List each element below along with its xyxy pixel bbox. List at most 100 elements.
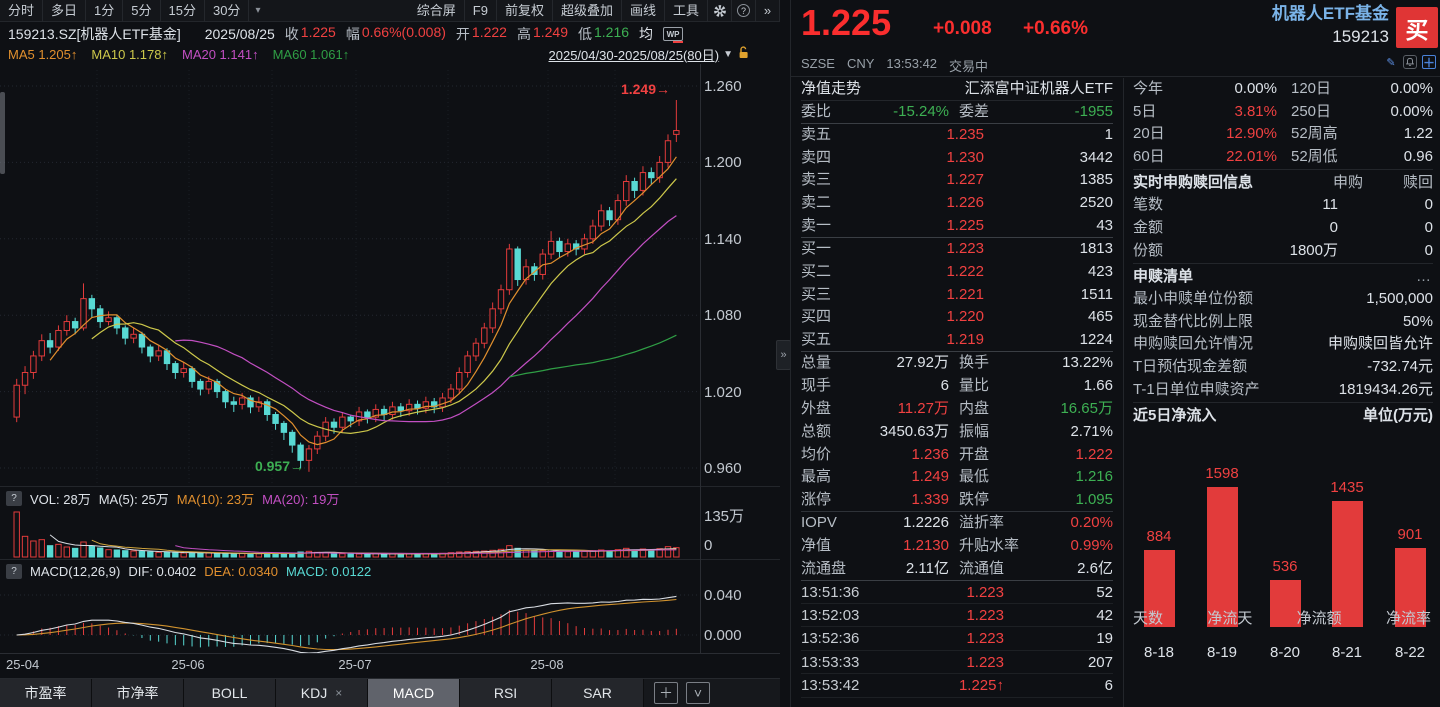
- add-indicator-button[interactable]: ＋: [654, 682, 678, 704]
- ask-row[interactable]: 卖五 1.235 1: [801, 124, 1113, 147]
- toolbar-composite-screen[interactable]: 综合屏: [409, 0, 465, 22]
- stat-row: 总量 27.92万 换手 13.22%: [801, 352, 1113, 375]
- unlock-icon[interactable]: [737, 46, 750, 62]
- weibi-row: 委比 -15.24% 委差 -1955: [801, 101, 1113, 124]
- volume-help-icon[interactable]: ?: [6, 490, 22, 506]
- ask-row[interactable]: 卖二 1.226 2520: [801, 192, 1113, 215]
- tab-市净率[interactable]: 市净率: [92, 679, 184, 707]
- price-tick-label: 1.080: [704, 307, 742, 325]
- ask-row[interactable]: 卖一 1.225 43: [801, 215, 1113, 238]
- macd-help-icon[interactable]: ?: [6, 563, 22, 579]
- stat-label: 流通盘: [801, 559, 847, 577]
- stat-label: 现手: [801, 376, 832, 394]
- toolbar-forward-adjust[interactable]: 前复权: [497, 0, 553, 22]
- stat-row: 总额 3450.63万 振幅 2.71%: [801, 421, 1113, 444]
- toolbar-tools[interactable]: 工具: [665, 0, 708, 22]
- expand-indicator-button[interactable]: ˅: [686, 682, 710, 704]
- stat-label: 总额: [801, 422, 832, 440]
- wp-icon[interactable]: WP: [663, 26, 684, 43]
- y-axis-line: [700, 64, 701, 653]
- avg-toggle[interactable]: 均: [639, 25, 654, 42]
- add-icon[interactable]: ＋: [1422, 55, 1436, 70]
- stat-row: 净值 1.2130 升贴水率 0.99%: [801, 535, 1113, 558]
- stat-value: 1.222: [1075, 445, 1113, 463]
- tab-intraday[interactable]: 分时: [0, 0, 44, 22]
- flow-bar: [1269, 580, 1301, 627]
- ask-volume: 3442: [1079, 148, 1113, 166]
- nav-row[interactable]: 净值走势 汇添富中证机器人ETF: [801, 78, 1113, 101]
- tab-label: 市盈率: [24, 685, 67, 701]
- tick-row[interactable]: 13:53:42 1.225↑ 6: [801, 674, 1113, 698]
- flow-footer-item[interactable]: 净流率: [1385, 610, 1431, 627]
- tick-row[interactable]: 13:52:03 1.223 42: [801, 604, 1113, 628]
- flow-bar-category: 8-19: [1206, 644, 1238, 661]
- tick-volume: 52: [1096, 583, 1113, 601]
- period-label: 5日: [1133, 102, 1157, 120]
- more-chevron-icon[interactable]: »: [756, 0, 780, 22]
- period-value: 0.00%: [1390, 80, 1433, 97]
- stat-value: 6: [940, 376, 949, 394]
- tab-kdj[interactable]: KDJ ×: [276, 679, 368, 707]
- tab-sar[interactable]: SAR: [552, 679, 644, 707]
- flow-footer-item[interactable]: 净流天: [1207, 610, 1253, 627]
- ask-price: 1.225: [946, 217, 984, 235]
- close-icon[interactable]: ×: [335, 686, 343, 700]
- chevron-down-icon[interactable]: ▼: [723, 48, 733, 60]
- stat-label: 外盘: [801, 399, 832, 417]
- redeem-value: 1,500,000: [1366, 290, 1433, 308]
- edit-icon[interactable]: ✎: [1386, 56, 1396, 69]
- tick-row[interactable]: 13:52:36 1.223 19: [801, 627, 1113, 651]
- flow-footer-item[interactable]: 天数: [1133, 610, 1164, 627]
- help-icon[interactable]: ?: [732, 0, 756, 22]
- tab-30min[interactable]: 30分: [205, 0, 250, 22]
- toolbar-super-overlay[interactable]: 超级叠加: [553, 0, 622, 22]
- gear-icon[interactable]: [708, 0, 732, 22]
- tab-boll[interactable]: BOLL: [184, 679, 276, 707]
- range-label: 幅: [345, 25, 360, 42]
- toolbar-f9[interactable]: F9: [465, 0, 497, 22]
- toolbar-draw-line[interactable]: 画线: [622, 0, 665, 22]
- left-scrollbar[interactable]: [0, 92, 5, 174]
- flow-footer-item[interactable]: 净流额: [1296, 610, 1342, 627]
- tab-15min[interactable]: 15分: [161, 0, 205, 22]
- ask-row[interactable]: 卖四 1.230 3442: [801, 147, 1113, 170]
- ma20-value: MA20 1.141↑: [181, 46, 259, 62]
- tab-rsi[interactable]: RSI: [460, 679, 552, 707]
- subscribe-label: 笔数: [1133, 196, 1164, 214]
- buy-button[interactable]: 买: [1396, 7, 1438, 48]
- tab-macd[interactable]: MACD: [368, 679, 460, 707]
- tick-row[interactable]: 13:53:33 1.223 207: [801, 651, 1113, 675]
- bid-row[interactable]: 买一 1.223 1813: [801, 238, 1113, 261]
- bid-row[interactable]: 买三 1.221 1511: [801, 284, 1113, 307]
- subscribe-label: 金额: [1133, 218, 1164, 236]
- volume-chart[interactable]: [0, 510, 780, 558]
- section-title: 实时申购赎回信息: [1133, 174, 1254, 192]
- ask-row[interactable]: 卖三 1.227 1385: [801, 169, 1113, 192]
- bell-icon[interactable]: [1403, 55, 1417, 69]
- redeem-row: 最小申赎单位份额 1,500,000: [1133, 288, 1433, 311]
- price-tick-label: 1.200: [704, 154, 742, 172]
- collapse-panel-handle[interactable]: »: [776, 340, 791, 370]
- tick-row[interactable]: 13:51:36 1.223 52: [801, 581, 1113, 604]
- redeem-header[interactable]: 申赎清单…: [1133, 263, 1433, 288]
- flow-bar-value: 884: [1146, 527, 1172, 545]
- candlestick-chart[interactable]: [0, 64, 780, 486]
- bid-row[interactable]: 买二 1.222 423: [801, 261, 1113, 284]
- tab-5min[interactable]: 5分: [123, 0, 161, 22]
- bid-row[interactable]: 买四 1.220 465: [801, 306, 1113, 329]
- macd-chart[interactable]: [0, 583, 780, 653]
- tab-市盈率[interactable]: 市盈率: [0, 679, 92, 707]
- period-dropdown-icon[interactable]: ▾: [255, 5, 261, 16]
- tab-1min[interactable]: 1分: [86, 0, 124, 22]
- flow-bar-category: 8-21: [1331, 644, 1363, 661]
- ask-price: 1.235: [946, 125, 984, 143]
- period-value: 3.81%: [1234, 102, 1277, 120]
- date-range-selector[interactable]: 2025/04/30-2025/08/25(80日): [548, 47, 720, 63]
- symbol-label[interactable]: 159213.SZ[机器人ETF基金]: [8, 25, 181, 42]
- flow-bar-value: 536: [1272, 558, 1298, 576]
- tab-multiday[interactable]: 多日: [43, 0, 87, 22]
- price-tick-label: 0.960: [704, 459, 742, 477]
- bid-row[interactable]: 买五 1.219 1224: [801, 329, 1113, 353]
- bid-volume: 1813: [1079, 239, 1113, 257]
